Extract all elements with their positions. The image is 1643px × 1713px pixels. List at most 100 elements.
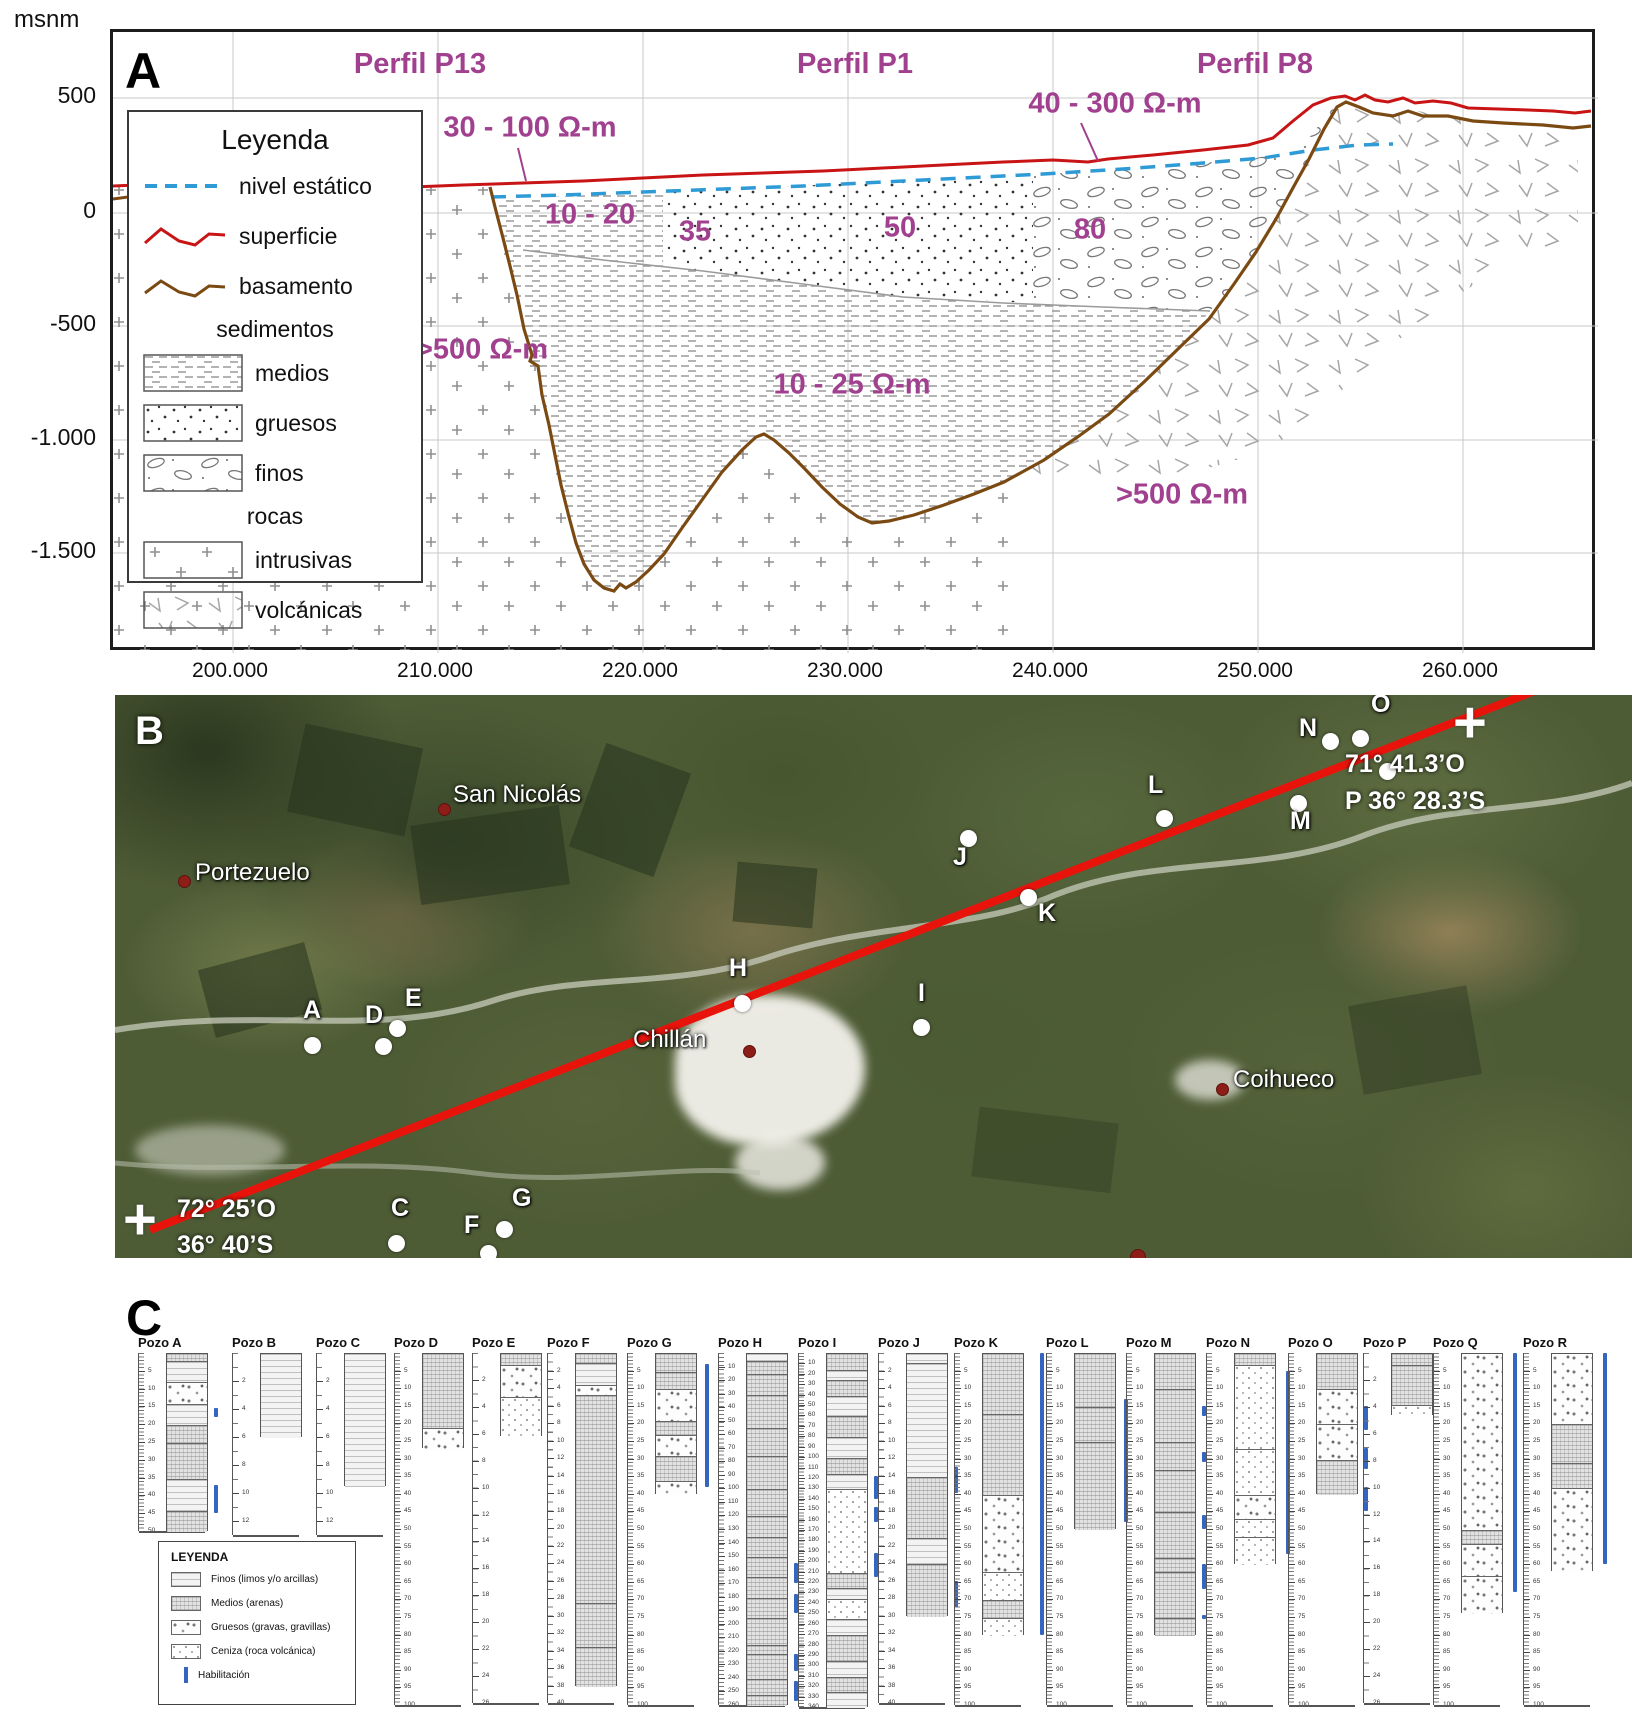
ruler-tick <box>955 1441 961 1442</box>
well-segment-finos <box>827 1588 867 1599</box>
ruler-tick-label: 340 <box>808 1703 819 1710</box>
ruler-baseline <box>1434 1705 1500 1707</box>
ruler-tick-label: 65 <box>964 1577 972 1585</box>
town-pin-Chillán <box>743 1045 756 1058</box>
ruler-baseline <box>955 1705 1021 1707</box>
ruler-tick <box>628 1564 634 1566</box>
legend-item-nivel: nivel estático <box>143 166 421 206</box>
habilitacion-swatch <box>184 1667 188 1683</box>
well-legend-label: Medios (arenas) <box>211 1597 284 1609</box>
ruler-tick <box>799 1530 805 1531</box>
ruler-tick-label: 130 <box>808 1484 819 1492</box>
medios-swatch <box>171 1595 201 1611</box>
ruler-tick <box>395 1599 401 1601</box>
legend-item-label: intrusivas <box>255 546 353 573</box>
ruler-tick-label: 20 <box>1216 1419 1224 1427</box>
ruler-tick <box>1047 1599 1053 1601</box>
well-segment-medios <box>1317 1459 1357 1495</box>
ruler-tick <box>799 1592 805 1594</box>
legend-item-label: medios <box>255 359 330 386</box>
ruler-tick <box>139 1459 145 1461</box>
map-well-label-A: A <box>303 996 322 1024</box>
ruler-tick <box>719 1529 725 1530</box>
ruler-tick <box>395 1405 401 1407</box>
ruler-tick <box>139 1406 145 1408</box>
ruler-tick <box>233 1493 239 1494</box>
well-name: Pozo L <box>1046 1335 1089 1350</box>
x-tick-label: 260.000 <box>1422 659 1498 682</box>
ruler-baseline <box>473 1703 539 1705</box>
ruler-tick <box>955 1652 961 1654</box>
habilitacion-bar <box>874 1507 878 1522</box>
ruler-tick-label: 40 <box>888 1699 895 1706</box>
upper-medios-region <box>493 192 663 267</box>
ruler-tick-label: 2 <box>888 1366 892 1374</box>
map-well-dot-D <box>375 1038 392 1055</box>
ruler-tick-label: 50 <box>728 1416 736 1424</box>
ruler-tick-label: 30 <box>404 1454 412 1462</box>
ruler-tick <box>1207 1687 1213 1689</box>
ruler-tick-label: 10 <box>1216 1384 1224 1392</box>
town-label-Coihueco: Coihueco <box>1233 1066 1335 1093</box>
ruler-tick-label: 36 <box>888 1664 896 1671</box>
ruler-tick-label: 100 <box>964 1701 975 1708</box>
ruler-tick-label: 60 <box>404 1560 412 1568</box>
ruler-minor-ticks <box>473 1353 478 1703</box>
ruler-tick <box>955 1370 961 1372</box>
ruler-tick-label: 8 <box>1373 1456 1377 1464</box>
ruler-tick-label: 50 <box>1216 1525 1224 1532</box>
ruler-tick-label: 35 <box>1056 1472 1064 1480</box>
ruler-tick-label: 8 <box>242 1461 246 1468</box>
ruler-tick-label: 80 <box>964 1630 972 1638</box>
well-segment-medios <box>983 1413 1023 1495</box>
ruler-tick-label: 2 <box>326 1377 330 1384</box>
ruler-tick-label: 6 <box>888 1401 892 1409</box>
ruler-tick-label: 140 <box>728 1538 739 1546</box>
ruler-tick-label: 22 <box>1373 1645 1381 1653</box>
ruler-tick-label: 210 <box>808 1567 819 1575</box>
ruler-tick-label: 35 <box>1136 1472 1144 1480</box>
ruler-baseline <box>233 1535 299 1537</box>
well-legend-label: Gruesos (gravas, gravillas) <box>211 1621 331 1633</box>
ruler-tick-label: 8 <box>557 1419 561 1426</box>
habilitacion-bar <box>874 1475 878 1499</box>
ruler-tick-label: 10 <box>482 1483 490 1491</box>
ruler-tick-label: 38 <box>888 1681 896 1689</box>
ruler-tick-label: 16 <box>1373 1564 1381 1572</box>
well-segment-finos <box>907 1354 947 1363</box>
well-ruler: 5 10 15 20 25 30 35 40 45 50 55 60 65 70 75 80 85 90 95 100 <box>1523 1353 1590 1708</box>
ruler-tick-label: 4 <box>557 1384 561 1391</box>
habilitacion-bar <box>1603 1353 1607 1565</box>
ruler-tick-label: 50 <box>1136 1525 1144 1532</box>
ruler-tick-label: 80 <box>1298 1630 1306 1638</box>
ruler-tick-label: 5 <box>404 1366 408 1374</box>
ruler-tick-label: 90 <box>404 1665 412 1673</box>
ruler-tick-label: 95 <box>964 1683 972 1691</box>
ruler-tick <box>1524 1511 1530 1513</box>
ruler-tick <box>1047 1617 1053 1618</box>
ruler-tick <box>1289 1511 1295 1513</box>
ruler-tick <box>1289 1441 1295 1442</box>
ruler-tick <box>1047 1405 1053 1407</box>
well-segment-medios <box>747 1557 787 1578</box>
ruler-tick <box>233 1437 239 1438</box>
ruler-tick-label: 40 <box>557 1699 564 1706</box>
ruler-tick-label: 70 <box>1298 1595 1306 1603</box>
ruler-tick <box>1289 1388 1295 1390</box>
ruler-tick <box>719 1434 725 1436</box>
well-segment-medios <box>1075 1354 1115 1407</box>
water-table-line <box>490 142 1394 199</box>
ruler-tick <box>1127 1493 1133 1495</box>
ruler-tick <box>1434 1441 1440 1442</box>
well-column <box>575 1353 617 1687</box>
well-segment-finos <box>747 1354 787 1361</box>
ruler-tick <box>1047 1511 1053 1513</box>
well-segment-medios <box>747 1428 787 1456</box>
ruler-tick <box>1524 1405 1530 1407</box>
ruler-tick-label: 200 <box>728 1619 739 1627</box>
ruler-tick-label: 40 <box>728 1403 736 1411</box>
map-well-dot-P <box>1379 763 1396 780</box>
map-coordinates-ne: P 36° 28.3’S <box>1345 787 1486 815</box>
well-name: Pozo I <box>798 1335 837 1350</box>
